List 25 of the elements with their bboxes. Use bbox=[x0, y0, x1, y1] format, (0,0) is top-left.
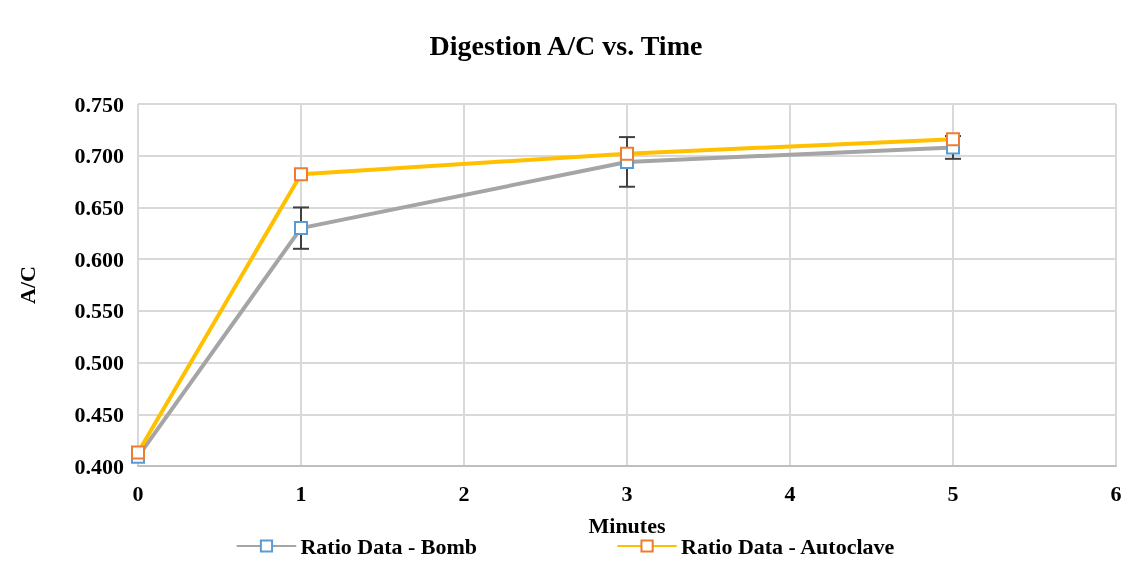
point bbox=[131, 445, 145, 460]
x-tick-label: 5 bbox=[947, 480, 959, 506]
y-axis-title: A/C bbox=[14, 266, 40, 304]
y-tick-label: 0.600 bbox=[74, 246, 124, 272]
legend-label: Ratio Data - Autoclave bbox=[681, 533, 895, 559]
y-tick-label: 0.550 bbox=[74, 298, 124, 324]
x-tick-label: 6 bbox=[1110, 480, 1122, 506]
y-tick-label: 0.750 bbox=[74, 91, 124, 117]
x-tick-label: 0 bbox=[132, 480, 144, 506]
point bbox=[294, 221, 308, 236]
y-tick-label: 0.400 bbox=[74, 453, 124, 479]
y-tick-label: 0.500 bbox=[74, 350, 124, 376]
point bbox=[294, 167, 308, 182]
x-tick-label: 2 bbox=[458, 480, 470, 506]
legend-label: Ratio Data - Bomb bbox=[300, 533, 478, 559]
x-tick-label: 4 bbox=[784, 480, 796, 506]
y-tick-label: 0.700 bbox=[74, 143, 124, 169]
y-tick-label: 0.650 bbox=[74, 194, 124, 220]
x-tick-label: 1 bbox=[295, 480, 307, 506]
x-axis-title: Minutes bbox=[588, 512, 666, 538]
chart-title: Digestion A/C vs. Time bbox=[429, 29, 703, 61]
point bbox=[620, 146, 634, 161]
x-tick-label: 3 bbox=[621, 480, 633, 506]
y-tick-label: 0.450 bbox=[74, 401, 124, 427]
point bbox=[946, 132, 960, 147]
